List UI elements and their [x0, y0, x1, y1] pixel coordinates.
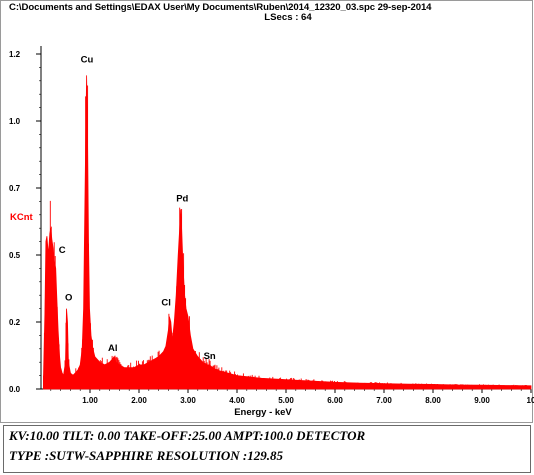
file-path-header: C:\Documents and Settings\EDAX User\My D… — [9, 2, 432, 13]
y-tick-label: 1.2 — [9, 50, 21, 59]
peak-label-c: C — [59, 245, 66, 256]
y-tick-label: 0.2 — [9, 318, 21, 327]
peak-label-cl: Cl — [161, 297, 171, 308]
spectrum-panel: C:\Documents and Settings\EDAX User\My D… — [0, 0, 534, 423]
live-seconds-header: LSecs : 64 — [264, 12, 312, 23]
parameters-line-2: TYPE :SUTW-SAPPHIRE RESOLUTION :129.85 — [9, 448, 283, 463]
x-axis-label: Energy - keV — [234, 407, 292, 418]
x-tick-label: 2.00 — [131, 396, 147, 405]
x-tick-label: 5.00 — [278, 396, 294, 405]
x-tick-label: 9.00 — [474, 396, 490, 405]
parameters-line-1: KV:10.00 TILT: 0.00 TAKE-OFF:25.00 AMPT:… — [9, 428, 366, 443]
x-tick-label: 7.00 — [376, 396, 392, 405]
peak-label-pd: Pd — [176, 193, 188, 204]
x-tick-label: 10 — [527, 396, 534, 405]
peak-labels: C O Cu Al Cl Pd Sn — [59, 54, 216, 362]
x-tick-label: 6.00 — [327, 396, 343, 405]
y-tick-label: 0.5 — [9, 251, 21, 260]
peak-label-al: Al — [108, 343, 118, 354]
peak-label-cu: Cu — [81, 54, 94, 65]
y-axis-label: KCnt — [10, 212, 34, 223]
y-tick-label: 0.0 — [9, 385, 21, 394]
y-tick-label: 1.0 — [9, 117, 21, 126]
acquisition-parameters-box: KV:10.00 TILT: 0.00 TAKE-OFF:25.00 AMPT:… — [3, 425, 531, 473]
x-tick-label: 3.00 — [180, 396, 196, 405]
x-tick-label: 8.00 — [425, 396, 441, 405]
x-tick-label: 1.00 — [82, 396, 98, 405]
peak-label-o: O — [65, 293, 72, 304]
spectrum-chart: 0.0 0.2 0.5 0.7 1.0 1.2 1.00 2.00 3.00 4.00 5.00 6.… — [9, 46, 534, 418]
x-tick-label: 4.00 — [229, 396, 245, 405]
spectrum-series — [43, 75, 532, 390]
y-tick-label: 0.7 — [9, 184, 21, 193]
peak-label-sn: Sn — [204, 351, 216, 362]
